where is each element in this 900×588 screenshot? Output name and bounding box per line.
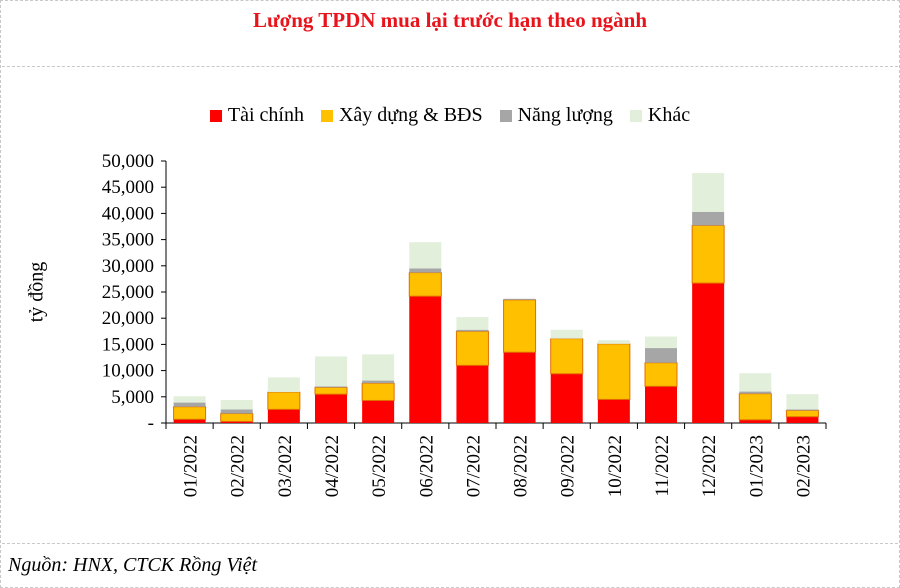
legend-swatch xyxy=(209,109,222,122)
bar-segment xyxy=(315,356,347,387)
x-tick-label: 06/2022 xyxy=(416,435,437,497)
bar-segment xyxy=(739,373,772,392)
bar-segment xyxy=(267,391,301,410)
x-tick-label: 10/2022 xyxy=(605,435,626,497)
bar-segment xyxy=(692,211,725,226)
y-tick-label: 20,000 xyxy=(102,308,154,329)
x-tick-label: 04/2022 xyxy=(322,435,343,497)
bar-segment xyxy=(220,413,254,422)
bar-segment xyxy=(645,336,677,349)
y-tick-label: 40,000 xyxy=(102,203,154,224)
bar-segment xyxy=(455,330,489,366)
bar-segment xyxy=(692,283,725,423)
legend-label: Năng lượng xyxy=(517,104,613,126)
bar-segment xyxy=(315,394,347,423)
x-tick-label: 03/2022 xyxy=(275,435,296,497)
bar-segment xyxy=(503,299,537,353)
x-tick-label: 02/2023 xyxy=(793,435,814,497)
bar-segment xyxy=(645,386,677,423)
source-divider xyxy=(2,543,898,544)
y-tick-label: 10,000 xyxy=(102,361,154,382)
bar-segment xyxy=(739,419,772,423)
y-tick-label: 50,000 xyxy=(102,151,154,172)
bar-segment xyxy=(220,399,253,410)
x-tick-label: 07/2022 xyxy=(463,435,484,497)
bar-segment xyxy=(267,377,300,393)
chart-title: Lượng TPDN mua lại trước hạn theo ngành xyxy=(252,8,648,32)
bar-segment xyxy=(456,317,489,330)
bar-segment xyxy=(644,362,678,387)
bar-segment xyxy=(220,421,253,423)
source-note: Nguồn: HNX, CTCK Rồng Việt xyxy=(8,554,258,576)
bar-segment xyxy=(692,173,725,212)
x-tick-label: 01/2023 xyxy=(746,435,767,497)
bar-segment xyxy=(550,338,584,375)
bar-segment xyxy=(409,296,442,423)
bar-segment xyxy=(503,352,536,423)
bar-segment xyxy=(220,409,253,414)
x-tick-label: 11/2022 xyxy=(652,435,673,497)
bar-segment xyxy=(597,343,631,400)
x-tick-label: 05/2022 xyxy=(369,435,390,497)
bar-segment xyxy=(408,272,442,297)
legend-swatch xyxy=(629,109,642,122)
legend-swatch xyxy=(320,109,333,122)
y-tick-label: 15,000 xyxy=(102,334,154,355)
title-divider xyxy=(2,66,898,67)
bar-segment xyxy=(456,329,489,332)
bar-segment xyxy=(597,399,630,423)
bar-segment xyxy=(550,329,583,339)
bar-segment xyxy=(785,409,819,418)
y-tick-label: 5,000 xyxy=(111,387,154,408)
legend-item-nang-luong: Năng lượng xyxy=(499,104,613,127)
y-tick-label: - xyxy=(148,413,154,434)
bar-segment xyxy=(409,268,442,273)
bar-segment xyxy=(362,354,395,381)
x-tick-label: 02/2022 xyxy=(228,435,249,497)
y-tick-label: 25,000 xyxy=(102,282,154,303)
legend: Tài chính Xây dựng & BĐS Năng lượng Khác xyxy=(0,104,900,128)
bar-segment xyxy=(739,391,772,394)
bar-segment xyxy=(691,224,725,284)
y-tick-label: 45,000 xyxy=(102,177,154,198)
legend-swatch xyxy=(499,109,512,122)
x-tick-label: 01/2022 xyxy=(181,435,202,497)
legend-item-tai-chinh: Tài chính xyxy=(209,104,304,127)
x-tick-label: 12/2022 xyxy=(699,435,720,497)
x-tick-label: 09/2022 xyxy=(558,435,579,497)
bar-segment xyxy=(597,340,630,344)
bar-segment xyxy=(456,365,489,423)
bar-segment xyxy=(786,409,819,411)
bar-segment xyxy=(645,348,677,363)
bar-segment xyxy=(361,382,395,401)
bar-segment xyxy=(173,402,206,407)
bar-segment xyxy=(173,419,206,423)
bar-segment xyxy=(550,373,583,423)
y-tick-label: 30,000 xyxy=(102,256,154,277)
bar-segment xyxy=(362,380,395,384)
x-tick-label: 08/2022 xyxy=(511,435,532,497)
bar-segment xyxy=(738,393,772,421)
bar-segment xyxy=(267,409,300,423)
legend-item-xay-dung-bds: Xây dựng & BĐS xyxy=(320,104,483,127)
bar-segment xyxy=(503,298,536,300)
bar-segment xyxy=(409,242,442,269)
legend-label: Tài chính xyxy=(227,104,304,126)
bar-segment xyxy=(362,400,395,423)
bar-segment xyxy=(173,396,206,403)
y-tick-label: 35,000 xyxy=(102,230,154,251)
bar-segment xyxy=(786,394,819,410)
legend-item-khac: Khác xyxy=(629,104,691,127)
legend-label: Khác xyxy=(647,104,691,126)
bar-segment xyxy=(314,386,348,395)
legend-label: Xây dựng & BĐS xyxy=(338,104,483,126)
bar-segment xyxy=(315,386,347,388)
bar-segment xyxy=(173,406,207,420)
bar-segment xyxy=(786,416,819,423)
